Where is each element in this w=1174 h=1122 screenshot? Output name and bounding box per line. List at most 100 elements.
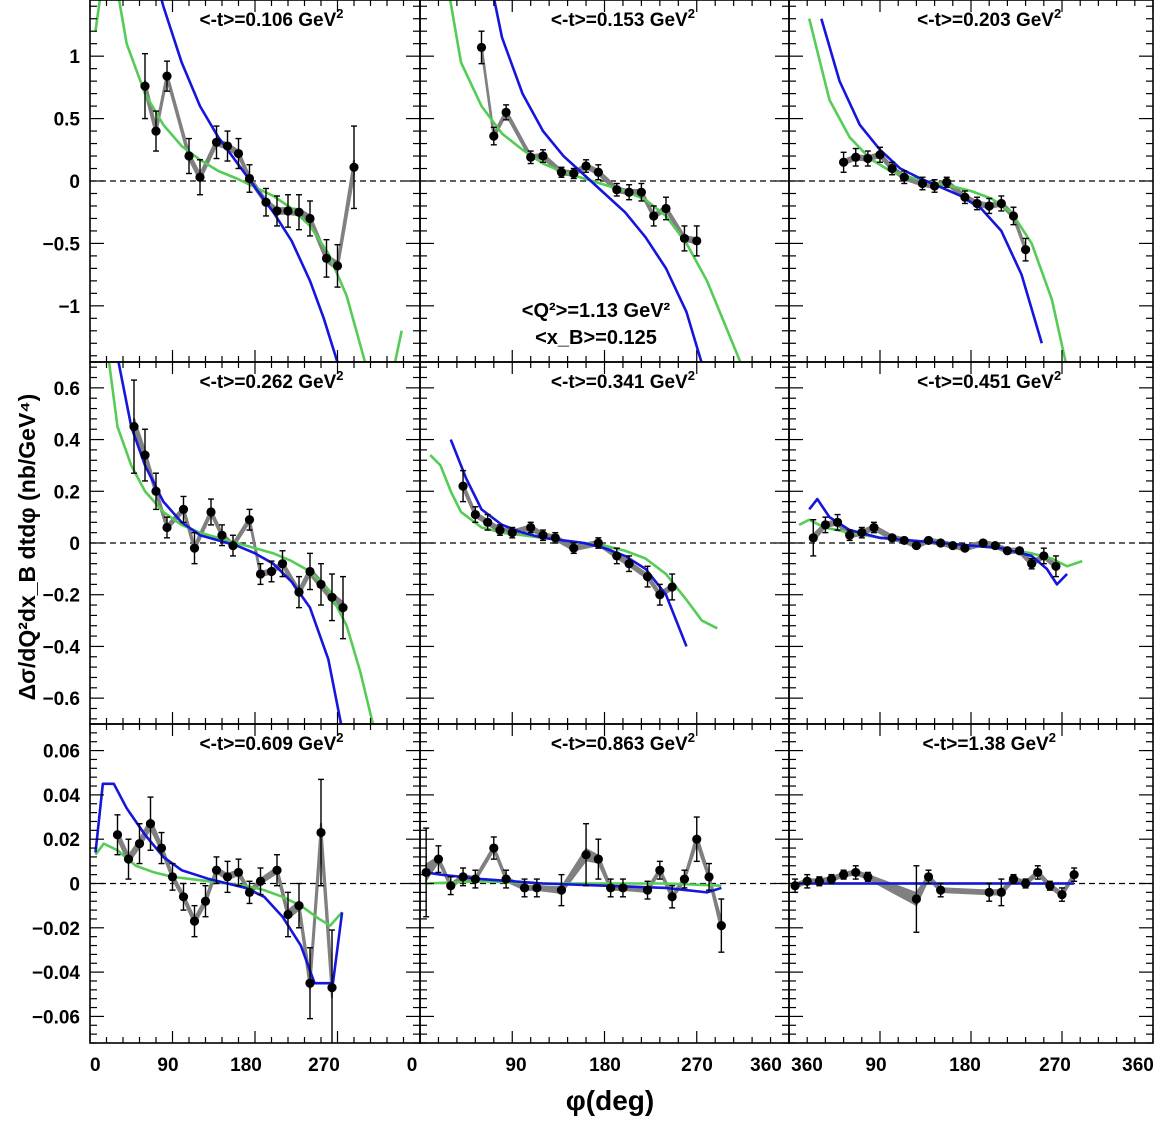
x-tick-label: 90 bbox=[505, 1055, 526, 1076]
data-point bbox=[875, 150, 885, 160]
data-point bbox=[433, 854, 444, 864]
data-point bbox=[814, 876, 824, 886]
data-point bbox=[556, 885, 567, 895]
title-exponent: 2 bbox=[688, 368, 695, 383]
panel-title: <-t>=0.106 GeV2 bbox=[199, 6, 343, 31]
data-point bbox=[211, 865, 222, 875]
panel-title: <-t>=0.863 GeV2 bbox=[551, 730, 695, 755]
data-point bbox=[507, 528, 517, 538]
data-point bbox=[458, 872, 468, 882]
data-point bbox=[923, 535, 934, 546]
x-tick-label: 180 bbox=[949, 1055, 981, 1076]
data-point bbox=[233, 148, 244, 159]
data-point bbox=[655, 865, 665, 875]
y-tick-label: −0.2 bbox=[42, 586, 80, 607]
systematic-band bbox=[133, 417, 344, 616]
data-point bbox=[501, 874, 511, 884]
x-tick-label: 270 bbox=[1039, 1055, 1071, 1076]
data-point bbox=[1002, 546, 1013, 556]
panel-7: −0.06 −0.04 −0.02 0 0.02 0.04 0.06 <-t>=0.609 G… bbox=[32, 723, 421, 1044]
data-point bbox=[704, 872, 714, 882]
data-point bbox=[624, 187, 634, 197]
data-point bbox=[960, 543, 970, 553]
data-point bbox=[618, 883, 628, 893]
data-point bbox=[178, 504, 189, 514]
panel-6: <-t>=0.451 GeV2 bbox=[788, 361, 1154, 725]
panel-plot-area bbox=[420, 816, 789, 953]
model-curve-blue bbox=[820, 18, 1044, 344]
data-point bbox=[1021, 245, 1031, 255]
data-point bbox=[569, 543, 579, 553]
data-point bbox=[134, 839, 145, 849]
data-point bbox=[283, 206, 293, 216]
data-point bbox=[483, 517, 493, 527]
data-point bbox=[911, 894, 922, 904]
data-point bbox=[649, 211, 659, 221]
x-tick-label: 360 bbox=[750, 1055, 782, 1076]
data-point bbox=[642, 885, 653, 895]
panel-title: <-t>=0.341 GeV2 bbox=[551, 368, 695, 393]
data-point bbox=[984, 887, 994, 897]
data-point bbox=[178, 892, 189, 902]
data-point bbox=[206, 507, 216, 517]
data-point bbox=[1008, 211, 1019, 221]
data-point bbox=[294, 587, 304, 597]
data-point bbox=[112, 830, 123, 840]
x-tick-label: 270 bbox=[681, 1055, 713, 1076]
data-point bbox=[255, 569, 266, 579]
x-axis-title: φ(deg) bbox=[540, 1085, 680, 1117]
panel-1: −1 −0.5 0 0.5 1 <-t>=0.106 GeV2 bbox=[42, 0, 421, 363]
y-tick-label: 1 bbox=[69, 47, 80, 68]
data-point bbox=[661, 203, 671, 214]
data-point bbox=[145, 819, 156, 829]
y-tick-label: 0.02 bbox=[43, 830, 80, 851]
y-tick-label: 0 bbox=[69, 172, 80, 193]
data-point bbox=[839, 157, 849, 167]
model-curve-blue bbox=[94, 782, 344, 985]
data-point bbox=[978, 538, 988, 548]
data-point bbox=[458, 481, 468, 491]
data-point bbox=[321, 253, 332, 263]
panel-plot-area bbox=[789, 865, 1153, 933]
data-point bbox=[519, 883, 530, 893]
data-point bbox=[667, 892, 677, 902]
data-point bbox=[501, 107, 511, 117]
data-point bbox=[948, 540, 958, 551]
data-point bbox=[581, 850, 591, 860]
data-point bbox=[1039, 551, 1049, 561]
panel-plot-area bbox=[420, 0, 789, 362]
panel-2: <-t>=0.153 GeV2 bbox=[419, 0, 790, 363]
annotation-xb: <x_B>=0.125 bbox=[535, 327, 657, 349]
title-exponent: 2 bbox=[688, 6, 695, 21]
data-point bbox=[899, 535, 909, 546]
panel-8: <-t>=0.863 GeV2 bbox=[419, 723, 790, 1044]
panel-5: <-t>=0.341 GeV2 bbox=[419, 361, 790, 725]
data-point bbox=[923, 872, 934, 882]
data-point bbox=[532, 883, 542, 893]
data-point bbox=[1033, 867, 1043, 878]
data-point bbox=[1014, 546, 1025, 556]
data-point bbox=[930, 181, 940, 191]
title-exponent: 2 bbox=[1049, 730, 1056, 745]
data-point bbox=[636, 187, 647, 197]
data-point bbox=[167, 872, 178, 882]
data-point bbox=[960, 192, 970, 202]
data-point bbox=[316, 579, 326, 589]
panel-plot-area bbox=[90, 0, 420, 362]
y-tick-label: −0.04 bbox=[32, 963, 81, 984]
data-point bbox=[272, 206, 282, 216]
model-curve-blue bbox=[425, 871, 722, 894]
data-point bbox=[692, 236, 702, 246]
data-point bbox=[936, 538, 946, 548]
data-point bbox=[1027, 559, 1037, 569]
data-point bbox=[996, 198, 1006, 209]
systematic-band bbox=[812, 519, 1057, 571]
data-point bbox=[151, 486, 161, 496]
data-point bbox=[642, 572, 653, 582]
data-point bbox=[887, 163, 897, 174]
y-tick-label: 0.5 bbox=[54, 110, 81, 131]
data-point bbox=[294, 901, 304, 911]
x-tick-label: 360 bbox=[1122, 1055, 1154, 1076]
data-point bbox=[305, 566, 315, 577]
